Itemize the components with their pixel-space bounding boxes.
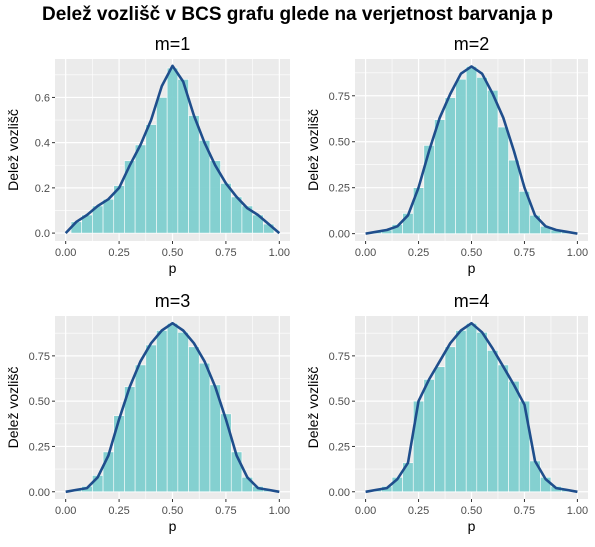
bar [423,145,435,234]
bar [518,191,531,234]
bar [145,344,157,493]
bar [156,330,168,493]
bar [412,400,425,493]
x-axis-label: p [468,260,476,276]
chart-panel-4: 0.00 0.25 0.50 0.75 0.00 0.25 0.50 0.75 1.00 m=4 p… [305,291,588,534]
y-tick-label: 0.00 [329,487,350,499]
y-tick-label: 0.25 [329,441,350,453]
bar [465,66,478,234]
bar [220,413,232,493]
y-axis-label: Delež vozlišč [305,109,321,191]
figure-title: Delež vozlišč v BCS grafu glede na verje… [41,4,554,25]
panel-title: m=2 [454,34,490,54]
chart-panel-1: 0.0 0.2 0.4 0.6 0.00 0.25 0.50 0.75 1.00 m=1 p Dele… [5,34,290,276]
chart-panel-3: 0.00 0.25 0.50 0.75 0.00 0.25 0.50 0.75 1.00 m=3 p… [5,291,290,534]
bar [508,380,520,493]
y-tick-label: 0.50 [329,137,350,149]
bar [434,366,446,493]
x-tick-label: 0.50 [461,505,482,517]
y-tick-label: 0.00 [29,487,50,499]
x-tick-label: 0.00 [55,247,76,259]
series-line [65,321,280,494]
bar [198,362,211,493]
y-tick-label: 0.25 [329,183,350,195]
bar [198,140,211,234]
bar [455,330,467,493]
y-tick-label: 0.50 [329,396,350,408]
y-tick-label: 0.2 [35,183,50,195]
y-axis-label: Delež vozlišč [5,109,21,191]
x-tick-label: 0.50 [162,247,183,259]
y-tick-label: 0.25 [29,441,50,453]
bar [145,124,157,234]
y-tick-label: 0.75 [329,351,350,363]
x-axis-label: p [468,518,476,534]
x-tick-label: 1.00 [269,247,290,259]
x-tick-label: 0.25 [408,505,429,517]
bar [177,79,189,234]
bar [487,89,499,234]
bar [497,126,509,234]
x-tick-label: 0.75 [215,505,236,517]
bar [102,198,115,234]
bar [444,346,456,493]
panel-title: m=3 [155,291,191,311]
x-tick-label: 0.25 [108,247,129,259]
x-axis-label: p [169,260,177,276]
x-tick-label: 0.75 [215,247,236,259]
series-line [365,321,578,494]
bar [434,119,446,234]
bar [166,67,179,234]
bar [177,332,189,493]
x-tick-label: 0.00 [355,247,376,259]
bar [455,78,467,234]
y-tick-label: 0.00 [329,229,350,241]
bar [113,415,125,493]
y-tick-label: 0.75 [29,351,50,363]
y-tick-label: 0.50 [29,396,50,408]
bar [444,97,456,234]
bar [188,115,200,234]
x-tick-label: 0.50 [461,247,482,259]
y-axis-label: Delež vozlišč [305,367,321,449]
y-tick-label: 0.75 [329,91,350,103]
chart-panel-2: 0.00 0.25 0.50 0.75 0.00 0.25 0.50 0.75 1.00 m=2 p… [305,34,588,276]
bar [465,322,478,493]
panel-title: m=1 [155,34,191,54]
bar [156,97,168,234]
x-tick-label: 0.75 [514,247,535,259]
x-tick-label: 1.00 [567,505,588,517]
bar [508,159,520,234]
y-axis-label: Delež vozlišč [5,367,21,449]
bar [220,183,232,234]
series-line [64,64,281,235]
x-axis-label: p [169,518,177,534]
bar [124,386,136,493]
bar [134,144,147,234]
y-tick-label: 0.6 [35,92,50,104]
x-tick-label: 0.25 [108,505,129,517]
bar [497,364,509,493]
bar [134,364,147,493]
series-line [365,65,578,235]
bar [423,379,435,493]
y-tick-label: 0.4 [35,138,50,150]
y-tick-label: 0.0 [35,228,50,240]
x-tick-label: 0.00 [355,505,376,517]
x-tick-label: 1.00 [269,505,290,517]
x-tick-label: 0.00 [55,505,76,517]
bar [188,346,200,493]
bar [476,332,488,493]
x-tick-label: 0.50 [162,505,183,517]
x-tick-label: 0.75 [514,505,535,517]
x-tick-label: 0.25 [408,247,429,259]
x-tick-label: 1.00 [567,247,588,259]
bar [166,322,179,493]
bar [518,400,531,493]
bar [487,350,499,493]
panel-title: m=4 [454,291,490,311]
bar [476,77,488,234]
